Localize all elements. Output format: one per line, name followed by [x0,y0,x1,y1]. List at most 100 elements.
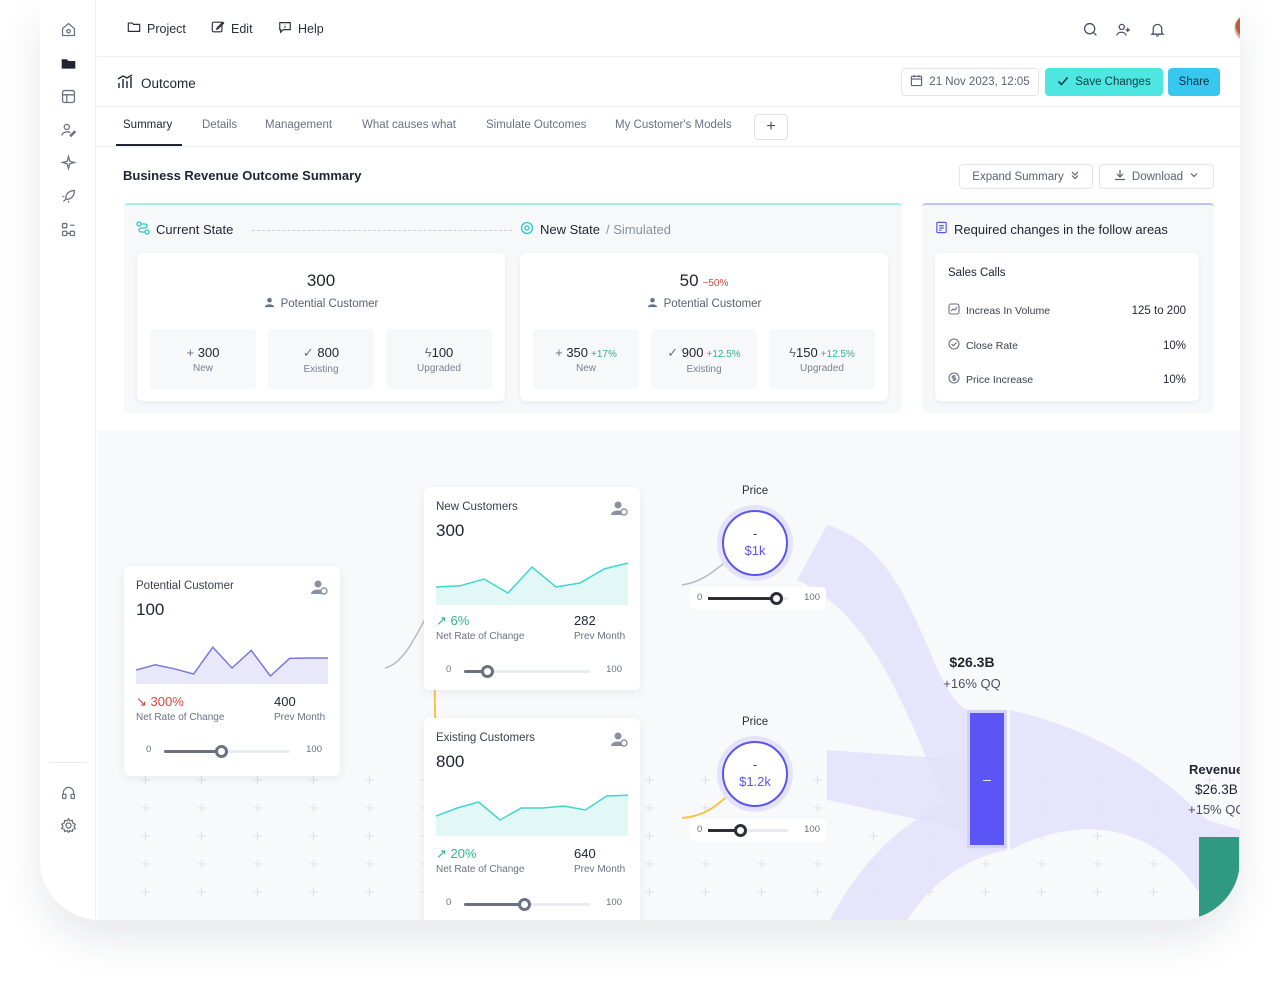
user-edit-icon[interactable] [58,119,78,139]
price-node-1[interactable]: - $1k [722,510,788,576]
node-title: Existing Customers [436,732,536,744]
user-settings-icon[interactable] [610,499,628,517]
grid-plus: + [140,829,151,844]
new-new-metric: + 350 +17% New [533,329,639,389]
new-upgraded-pct: +12.5% [820,349,855,360]
add-tab-button[interactable]: + [754,114,788,140]
search-icon[interactable] [1080,19,1100,39]
slider-track[interactable] [464,898,590,911]
slider-thumb[interactable] [770,592,783,605]
date-value: 21 Nov 2023, 12:05 [929,76,1030,88]
new-state-total-row: 50 −50% [520,271,888,291]
price-slider-1[interactable]: 0 100 [690,587,826,609]
current-state-header: Current State [136,221,233,238]
tab-management[interactable]: Management [265,119,333,131]
grid-plus: + [700,773,711,788]
flow-icon[interactable] [58,219,78,239]
slider-track[interactable] [708,824,788,837]
download-icon [1114,169,1126,184]
rocket-icon[interactable] [58,186,78,206]
grid-plus: + [364,801,375,816]
grid-plus: + [252,773,263,788]
trend-chart [136,646,328,684]
calendar-icon [910,74,923,90]
add-user-icon[interactable] [1113,19,1133,39]
grid-plus: + [1092,829,1103,844]
menu-help[interactable]: Help [278,20,324,37]
new-upgraded-label: Upgraded [800,363,844,374]
check-circle-icon [948,338,960,353]
total-bar[interactable]: – [967,710,1007,848]
slider-thumb[interactable] [480,665,494,678]
grid-plus: + [812,773,823,788]
current-existing-value: 800 [317,345,340,360]
trend-area [436,795,628,836]
node-potential-customer[interactable]: Potential Customer 100 ↘ 300% Net Rate o… [124,566,340,776]
download-button[interactable]: Download [1099,164,1214,189]
user-settings-icon[interactable] [610,730,628,748]
new-state-card: 50 −50% Potential Customer + 350 +17% New … [520,253,888,401]
avatar[interactable] [1234,14,1240,42]
current-upgraded-value: 100 [431,345,454,360]
node-prev-label: Prev Month [574,631,626,642]
req-row-volume: Increas In Volume 125 to 200 [948,303,1186,318]
save-changes-button[interactable]: Save Changes [1045,68,1163,96]
price-slider-2[interactable]: 0 100 [690,819,826,841]
expand-summary-button[interactable]: Expand Summary [959,164,1093,189]
req-close-rate-label: Close Rate [966,339,1018,352]
menu-project[interactable]: Project [127,20,186,37]
tab-details[interactable]: Details [202,119,238,131]
tab-my-customers-models[interactable]: My Customer's Models [615,119,732,131]
node-slider[interactable]: 0 100 [436,664,628,678]
home-icon[interactable] [58,19,78,39]
slider-thumb[interactable] [734,824,747,837]
slider-thumb[interactable] [518,898,532,911]
slider-fill [708,829,740,832]
sidebar-divider [50,762,86,763]
revenue-bar[interactable] [1199,837,1239,920]
slider-track[interactable] [164,745,290,758]
trend-chart [436,794,628,836]
node-slider[interactable]: 0 100 [436,897,628,911]
folder-icon[interactable] [58,53,78,73]
grid-plus: + [700,801,711,816]
new-state-label: New State [540,222,600,237]
slider-track[interactable] [708,592,788,605]
current-existing-metric: ✓ 800 Existing [268,329,374,389]
node-new-customers[interactable]: New Customers 300 ↗ 6% Net Rate of Chang… [424,487,640,690]
menu-edit[interactable]: Edit [211,20,253,37]
slider-track[interactable] [464,665,590,678]
req-volume-label: Increas In Volume [966,304,1051,317]
layout-icon[interactable] [58,86,78,106]
tab-what-causes-what[interactable]: What causes what [362,119,456,131]
headset-icon[interactable] [58,782,78,802]
share-button[interactable]: Share [1168,68,1220,96]
node-slider[interactable]: 0 100 [136,744,328,758]
state-connector [252,230,512,231]
node-value: 800 [436,752,465,771]
tab-simulate-outcomes[interactable]: Simulate Outcomes [486,119,587,131]
slider-min: 0 [446,664,452,675]
bell-icon[interactable] [1147,19,1167,39]
slider-max: 100 [606,897,622,908]
tab-summary[interactable]: Summary [123,119,173,131]
node-rate-value: 300% [150,694,184,709]
user-settings-icon[interactable] [310,578,328,596]
node-prev-label: Prev Month [274,712,326,723]
date-picker[interactable]: 21 Nov 2023, 12:05 [901,68,1039,96]
current-new-value: 300 [197,345,220,360]
grid-plus: + [196,801,207,816]
new-state-total-label: Potential Customer [663,298,762,310]
grid-plus: + [1036,885,1047,900]
node-rate: ↗ 6% [436,613,470,628]
node-existing-customers[interactable]: Existing Customers 800 ↗ 20% Net Rate of… [424,718,640,920]
grid-plus: + [196,773,207,788]
req-price-label: Price Increase [966,373,1034,386]
new-existing-label: Existing [686,364,722,375]
settings-icon[interactable] [58,815,78,835]
price-node-2[interactable]: - $1.2k [722,741,788,807]
revenue-delta: +15% QQ [1188,802,1240,817]
slider-thumb[interactable] [214,745,228,758]
grid-plus: + [196,857,207,872]
sparkle-icon[interactable] [58,152,78,172]
